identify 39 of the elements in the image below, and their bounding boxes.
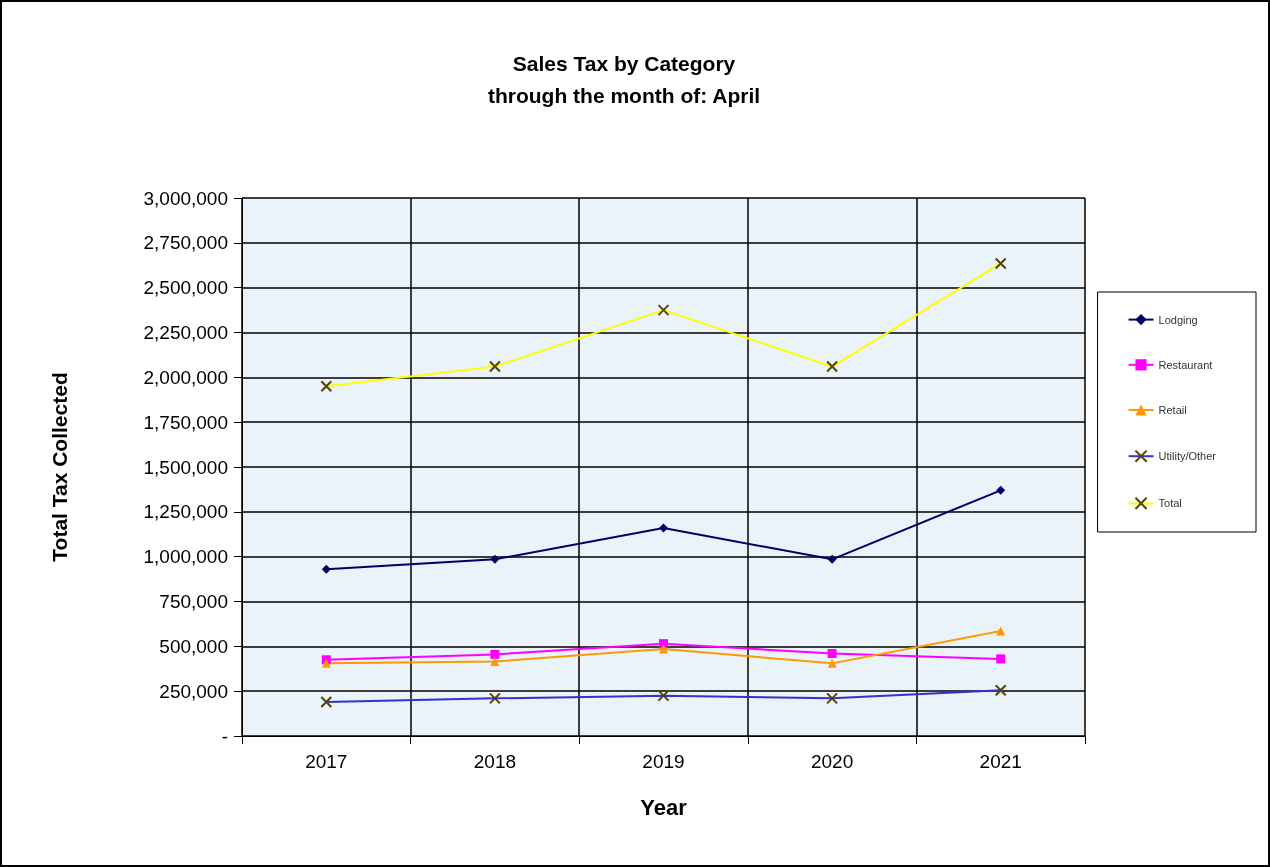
point — [490, 554, 500, 564]
x-tick-label: 2020 — [810, 751, 854, 772]
x-tick-label: 2017 — [305, 751, 348, 772]
y-tick-label: 3,000,000 — [143, 187, 228, 209]
chart-title: Sales Tax by Category through the month of: April — [487, 51, 761, 107]
y-axis-title: Total Tax Collected — [48, 372, 71, 562]
point — [996, 626, 1006, 636]
legend-label: Total — [1158, 497, 1182, 510]
point — [659, 523, 668, 533]
point — [659, 639, 668, 649]
point — [490, 657, 500, 667]
point — [659, 644, 668, 654]
x-tick-label: 2018 — [473, 751, 517, 772]
x-axis-title: Year — [640, 794, 688, 820]
point — [321, 564, 331, 574]
legend-label: Lodging — [1158, 313, 1198, 326]
y-tick-label: 2,250,000 — [143, 322, 228, 343]
x-tick-label: 2021 — [979, 751, 1022, 772]
point — [827, 554, 837, 564]
y-tick-label: 1,500,000 — [143, 456, 228, 478]
x-tick-label: 2019 — [642, 751, 685, 772]
point — [827, 649, 837, 659]
point — [996, 485, 1006, 495]
point — [490, 649, 500, 659]
y-tick-label: 500,000 — [159, 635, 228, 657]
legend-label: Utility/Other — [1158, 450, 1217, 463]
y-tick-label: 2,500,000 — [143, 277, 228, 299]
y-tick-label: 1,000,000 — [143, 546, 228, 568]
point — [827, 658, 837, 668]
y-tick-label: 750,000 — [159, 591, 228, 612]
legend-label: Retail — [1158, 404, 1187, 416]
point — [996, 654, 1006, 664]
y-tick-label: 1,250,000 — [143, 501, 228, 523]
legend-label: Restaurant — [1158, 358, 1213, 371]
y-tick-label: 250,000 — [159, 680, 228, 702]
y-tick-label: - — [221, 725, 228, 747]
y-tick-label: 1,750,000 — [143, 411, 228, 433]
y-tick-label: 2,750,000 — [143, 232, 228, 254]
y-tick-label: 2,000,000 — [143, 366, 228, 388]
